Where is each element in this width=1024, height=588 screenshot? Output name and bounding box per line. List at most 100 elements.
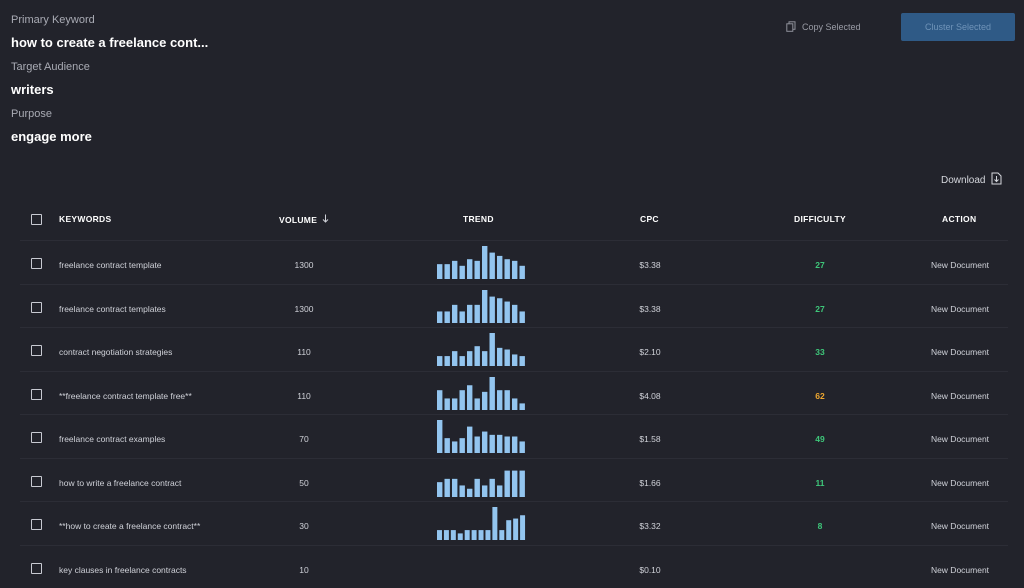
volume-cell: 1300 [280, 304, 328, 314]
trend-bar [490, 296, 495, 322]
download-icon [991, 172, 1002, 188]
row-checkbox[interactable] [31, 519, 42, 530]
trend-bar [445, 356, 450, 366]
volume-cell: 110 [280, 391, 328, 401]
download-button[interactable]: Download [941, 172, 1002, 188]
trend-bar [437, 311, 442, 323]
trend-bar [512, 354, 517, 366]
trend-bar [520, 311, 525, 323]
difficulty-cell: 62 [790, 391, 850, 401]
trend-bar [452, 351, 457, 366]
keyword-cell: freelance contract templates [59, 304, 166, 314]
row-checkbox[interactable] [31, 302, 42, 313]
trend-bar [482, 351, 487, 366]
trend-bar [467, 304, 472, 322]
trend-bar [444, 530, 449, 540]
keyword-cell: **how to create a freelance contract** [59, 521, 200, 531]
trend-bar [505, 390, 510, 410]
difficulty-cell: 27 [790, 304, 850, 314]
trend-sparkline [437, 290, 527, 323]
new-document-link[interactable]: New Document [915, 434, 1005, 444]
trend-sparkline [437, 333, 527, 366]
trend-bar [485, 530, 490, 540]
trend-bar [460, 438, 465, 453]
trend-bar [520, 403, 525, 410]
trend-bar [467, 259, 472, 279]
cpc-cell: $3.38 [620, 304, 680, 314]
row-checkbox[interactable] [31, 258, 42, 269]
trend-bar [445, 311, 450, 323]
keyword-cell: key clauses in freelance contracts [59, 565, 187, 575]
trend-bar [497, 298, 502, 323]
keyword-cell: how to write a freelance contract [59, 478, 181, 488]
trend-bar [445, 264, 450, 279]
header-volume[interactable]: VOLUME [279, 214, 329, 225]
table-row: freelance contract templates 1300 $3.38 27 N… [20, 284, 1008, 328]
volume-cell: 50 [280, 478, 328, 488]
trend-bar [490, 478, 495, 496]
trend-bar [437, 390, 442, 410]
copy-selected-button[interactable]: Copy Selected [786, 19, 861, 35]
trend-bar [437, 482, 442, 497]
trend-bar [497, 435, 502, 453]
trend-bar [458, 533, 463, 540]
copy-icon [786, 21, 796, 34]
trend-bar [460, 266, 465, 279]
trend-bar [512, 261, 517, 279]
new-document-link[interactable]: New Document [915, 260, 1005, 270]
trend-sparkline [437, 420, 527, 453]
cluster-selected-button[interactable]: Cluster Selected [901, 13, 1015, 41]
row-checkbox[interactable] [31, 432, 42, 443]
keyword-cell: **freelance contract template free** [59, 391, 192, 401]
select-all-checkbox[interactable] [31, 214, 42, 225]
cpc-cell: $0.10 [620, 565, 680, 575]
cpc-cell: $4.08 [620, 391, 680, 401]
new-document-link[interactable]: New Document [915, 521, 1005, 531]
trend-bar [490, 377, 495, 410]
trend-bar [475, 437, 480, 454]
trend-bar [475, 304, 480, 322]
table-row: **freelance contract template free** 110 $… [20, 371, 1008, 415]
trend-bar [482, 485, 487, 497]
cpc-cell: $3.32 [620, 521, 680, 531]
trend-bar [482, 432, 487, 453]
cpc-cell: $3.38 [620, 260, 680, 270]
trend-bar [475, 346, 480, 366]
row-checkbox[interactable] [31, 476, 42, 487]
trend-bar [451, 530, 456, 540]
target-audience-label: Target Audience [11, 61, 90, 73]
trend-bar [437, 530, 442, 540]
trend-bar [490, 333, 495, 366]
target-audience-value: writers [11, 82, 54, 97]
row-checkbox[interactable] [31, 345, 42, 356]
trend-bar [497, 256, 502, 279]
row-checkbox[interactable] [31, 389, 42, 400]
trend-bar [490, 435, 495, 453]
new-document-link[interactable]: New Document [915, 304, 1005, 314]
header-difficulty[interactable]: DIFFICULTY [794, 214, 846, 224]
trend-bar [512, 470, 517, 496]
trend-bar [520, 515, 525, 540]
volume-cell: 110 [280, 347, 328, 357]
difficulty-cell: 27 [790, 260, 850, 270]
trend-bar [445, 438, 450, 453]
new-document-link[interactable]: New Document [915, 478, 1005, 488]
trend-bar [482, 391, 487, 409]
trend-bar [497, 348, 502, 366]
volume-cell: 10 [280, 565, 328, 575]
trend-bar [467, 385, 472, 410]
header-keywords[interactable]: KEYWORDS [59, 214, 111, 224]
cpc-cell: $2.10 [620, 347, 680, 357]
copy-selected-label: Copy Selected [802, 22, 861, 32]
new-document-link[interactable]: New Document [915, 391, 1005, 401]
trend-bar [505, 301, 510, 322]
header-cpc[interactable]: CPC [640, 214, 659, 224]
row-checkbox[interactable] [31, 563, 42, 574]
new-document-link[interactable]: New Document [915, 347, 1005, 357]
trend-bar [520, 441, 525, 453]
new-document-link[interactable]: New Document [915, 565, 1005, 575]
trend-bar [497, 390, 502, 410]
